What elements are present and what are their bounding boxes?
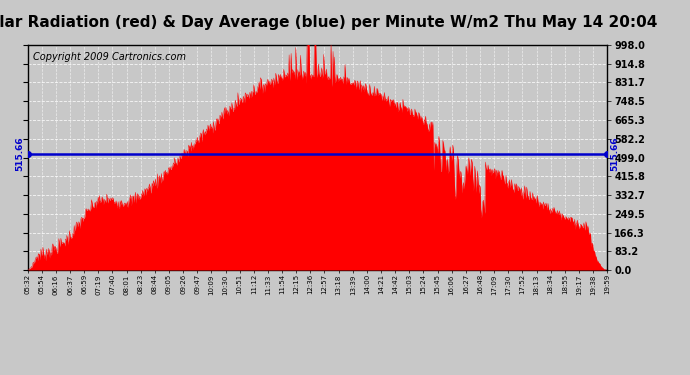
Text: 515.66: 515.66 (16, 136, 25, 171)
Text: Solar Radiation (red) & Day Average (blue) per Minute W/m2 Thu May 14 20:04: Solar Radiation (red) & Day Average (blu… (0, 15, 657, 30)
Text: 515.66: 515.66 (610, 136, 619, 171)
Text: Copyright 2009 Cartronics.com: Copyright 2009 Cartronics.com (33, 52, 186, 62)
